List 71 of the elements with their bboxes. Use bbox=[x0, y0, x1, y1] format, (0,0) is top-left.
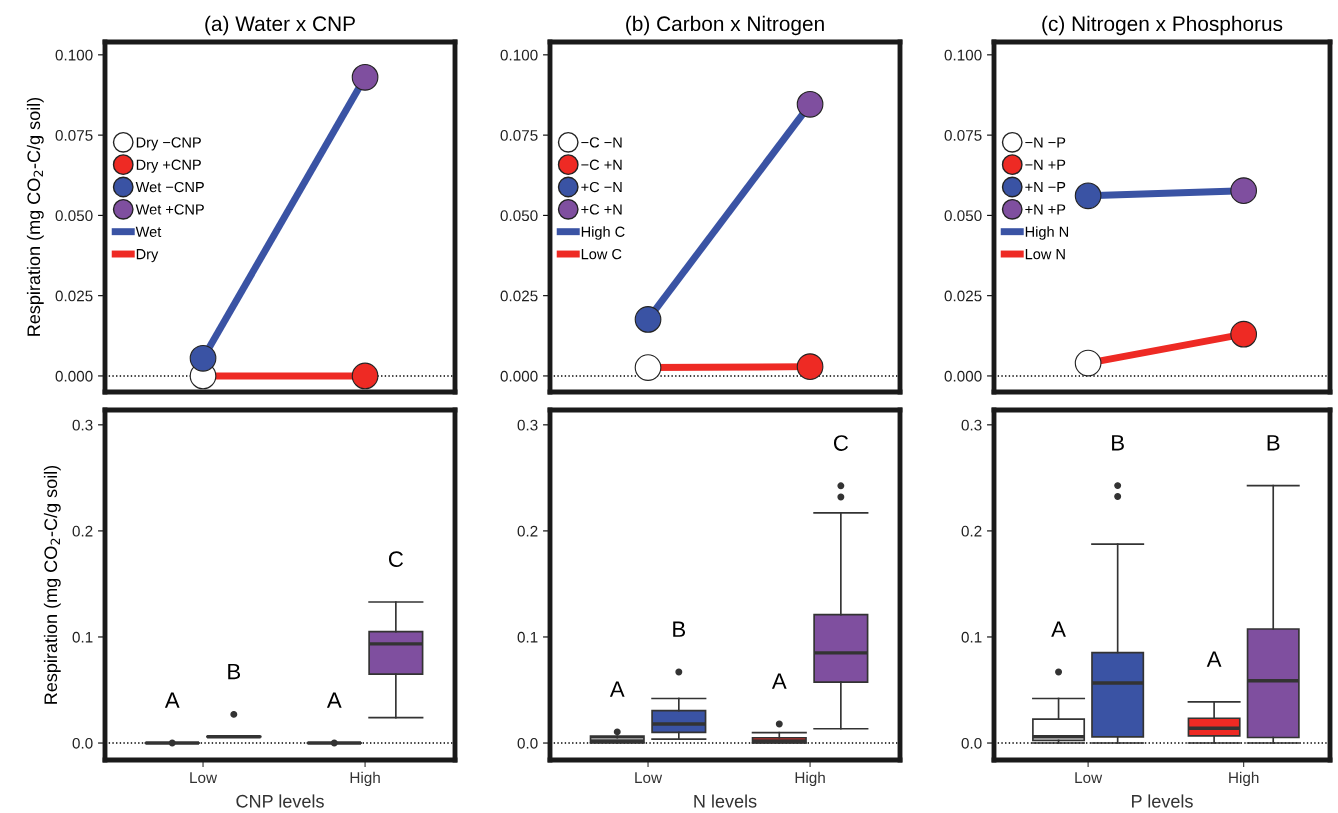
y-tick-label: 0.2 bbox=[517, 525, 538, 537]
legend-label: High C bbox=[581, 226, 625, 240]
y-tick-label: 0.2 bbox=[72, 525, 93, 537]
x-tick-label: Low bbox=[190, 772, 218, 784]
y-tick-label: 0.1 bbox=[961, 631, 982, 643]
chart-title: (a) Water x CNP bbox=[205, 15, 355, 36]
legend-label: Dry −CNP bbox=[136, 137, 201, 151]
annotation: A bbox=[1051, 621, 1066, 637]
y-tick-label: 0.050 bbox=[55, 210, 93, 222]
x-tick-label: Low bbox=[1075, 772, 1103, 784]
legend-label: +N +P bbox=[1025, 204, 1066, 215]
annotation: B bbox=[673, 621, 686, 637]
y-tick-label: 0.075 bbox=[944, 129, 982, 141]
annotation: A bbox=[609, 681, 625, 697]
y-tick-label: 0.025 bbox=[55, 290, 93, 302]
y-tick-label: 0.100 bbox=[500, 49, 538, 61]
legend-label: −N +P bbox=[1025, 159, 1066, 170]
y-tick-label: 0.000 bbox=[944, 370, 982, 382]
y-tick-label: 0.2 bbox=[961, 525, 982, 537]
legend-label: High N bbox=[1025, 226, 1069, 240]
y-tick-label: 0.000 bbox=[500, 370, 538, 382]
y-tick-label: 0.050 bbox=[500, 210, 538, 222]
y-tick-label: 0.3 bbox=[72, 419, 93, 431]
legend-label: Wet bbox=[135, 226, 162, 237]
y-tick-label: 0.0 bbox=[517, 737, 538, 749]
annotation: B bbox=[1112, 435, 1124, 451]
y-tick-label: 0.100 bbox=[944, 49, 982, 61]
annotation: A bbox=[1206, 651, 1222, 667]
y-tick-label: 0.1 bbox=[517, 631, 538, 643]
chart-title: (c) Nitrogen x Phosphorus bbox=[1042, 15, 1283, 36]
chart-title: (b) Carbon x Nitrogen bbox=[626, 15, 824, 36]
legend-label: +N −P bbox=[1025, 182, 1066, 193]
legend-label: Wet +CNP bbox=[135, 204, 204, 215]
legend-label: Wet −CNP bbox=[135, 181, 204, 193]
x-tick-label: High bbox=[1229, 771, 1259, 787]
legend-label: Dry bbox=[136, 249, 159, 263]
y-tick-label: 0.1 bbox=[72, 631, 93, 643]
legend-label: Dry +CNP bbox=[136, 159, 201, 173]
y-axis-title: Respiration (mg CO$_{2}$-C/g soil) bbox=[43, 465, 61, 704]
y-tick-label: 0.3 bbox=[517, 419, 538, 431]
legend-label: +C +N bbox=[581, 204, 622, 215]
y-tick-label: 0.3 bbox=[961, 419, 982, 431]
y-axis-title: Respiration (mg CO$_{2}$-C/g soil) bbox=[26, 97, 44, 336]
x-axis-title: N levels bbox=[694, 794, 757, 808]
y-tick-label: 0.075 bbox=[500, 129, 538, 141]
annotation: C bbox=[388, 551, 404, 568]
x-tick-label: High bbox=[795, 771, 825, 787]
y-tick-label: 0.050 bbox=[944, 210, 982, 222]
y-tick-label: 0.0 bbox=[961, 737, 982, 749]
legend-label: −C −N bbox=[581, 137, 622, 148]
y-tick-label: 0.025 bbox=[500, 290, 538, 302]
annotation: B bbox=[228, 663, 241, 680]
legend-label: +C −N bbox=[581, 181, 622, 193]
x-axis-title: P levels bbox=[1132, 794, 1193, 808]
legend-label: −N −P bbox=[1025, 137, 1066, 148]
annotation: A bbox=[326, 692, 342, 708]
annotation: B bbox=[1267, 435, 1280, 451]
annotation: A bbox=[771, 673, 787, 689]
legend-label: Low C bbox=[581, 248, 622, 260]
y-tick-label: 0.0 bbox=[72, 737, 93, 749]
annotation: A bbox=[164, 692, 180, 708]
legend-label: −C +N bbox=[581, 159, 622, 170]
y-tick-label: 0.100 bbox=[55, 49, 93, 61]
x-axis-title: CNP levels bbox=[236, 794, 324, 808]
x-tick-label: High bbox=[350, 771, 380, 787]
legend-label: Low N bbox=[1025, 249, 1065, 260]
y-tick-label: 0.025 bbox=[944, 290, 982, 302]
x-tick-label: Low bbox=[635, 772, 663, 784]
annotation: C bbox=[833, 435, 849, 451]
y-tick-label: 0.075 bbox=[55, 129, 93, 141]
y-tick-label: 0.000 bbox=[55, 370, 93, 382]
